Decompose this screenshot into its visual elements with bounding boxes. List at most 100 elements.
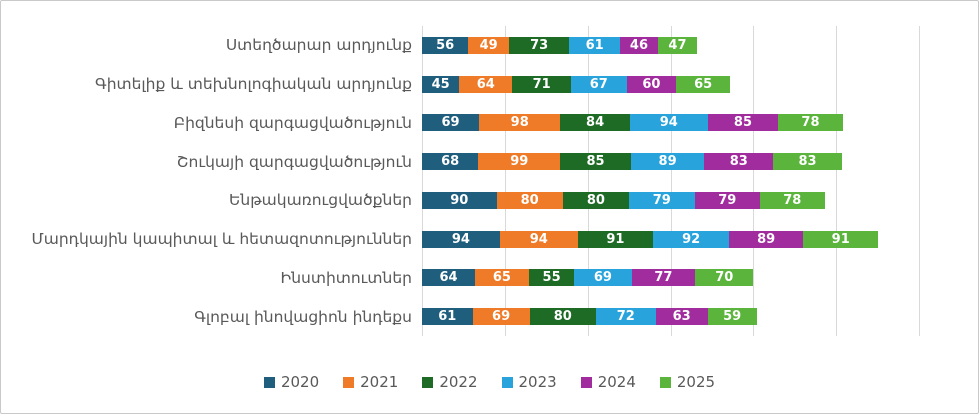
bar-segment-2021: 99	[478, 153, 561, 171]
legend-swatch-icon	[501, 376, 513, 388]
bar-track: 94 94 91 92 89 91	[422, 230, 919, 248]
gridline	[587, 26, 589, 336]
bar-segment-2024: 79	[694, 191, 760, 209]
bar-segment-2023: 79	[629, 191, 695, 209]
bar-row: Ենթակառուցվածքներ 90 80 80 79 79 78	[1, 181, 919, 220]
gridline	[836, 26, 838, 336]
bar-segment-2022: 71	[512, 75, 572, 93]
bar-row: Բիզնեսի զարգացվածություն 69 98 84 94 85 78	[1, 104, 919, 143]
bar-track: 69 98 84 94 85 78	[422, 114, 919, 132]
category-label: Ինստիտուտներ	[280, 268, 413, 287]
bar-track: 45 64 71 67 60 65	[422, 75, 919, 93]
bar-segment-2025: 91	[803, 230, 879, 248]
bar-segment-2021: 49	[468, 36, 509, 54]
bar-segment-2020: 68	[422, 153, 479, 171]
gridline	[753, 26, 755, 336]
legend-label: 2024	[597, 373, 636, 391]
bar-segment-2021: 64	[459, 75, 513, 93]
bar-segment-2024: 89	[729, 230, 804, 248]
gridline	[919, 26, 920, 336]
legend-item-2023: 2023	[501, 373, 557, 391]
category-label: Ենթակառուցվածքներ	[229, 191, 412, 210]
bar-segment-2020: 61	[422, 308, 473, 326]
bar-segment-2022: 55	[528, 269, 575, 287]
legend-swatch-icon	[263, 376, 275, 388]
bar-segment-2024: 77	[631, 269, 696, 287]
bar-segment-2023: 89	[630, 153, 705, 171]
bar-segment-2022: 84	[560, 114, 630, 132]
bar-segment-2020: 45	[422, 75, 460, 93]
bar-segment-2023: 69	[574, 269, 632, 287]
legend-item-2025: 2025	[659, 373, 716, 391]
category-label: Ստեղծարար արդյունք	[225, 36, 412, 55]
bar-segment-2024: 63	[655, 308, 708, 326]
bar-segment-2025: 83	[773, 153, 842, 171]
bar-rows: Ստեղծարար արդյունք 56 49 73 61 46 47 Գիտելիք և …	[1, 26, 919, 336]
bar-row: Գլոբալ ինովացիոն ինդեքս 61 69 80 72 63 59	[1, 297, 919, 336]
legend-label: 2020	[280, 373, 320, 391]
legend-item-2022: 2022	[422, 373, 478, 391]
legend-item-2024: 2024	[580, 373, 636, 391]
legend-swatch-icon	[659, 376, 671, 388]
bar-row: Մարդկային կապիտալ և հետազոտություններ 94 9…	[1, 220, 919, 259]
bar-track: 61 69 80 72 63 59	[422, 308, 919, 326]
legend-swatch-icon	[580, 376, 592, 388]
gridline	[504, 26, 506, 336]
bar-segment-2025: 47	[658, 36, 697, 54]
bar-segment-2025: 78	[778, 114, 843, 132]
bar-segment-2022: 73	[508, 36, 570, 54]
category-label: Բիզնեսի զարգացվածություն	[173, 113, 412, 132]
bar-segment-2022: 80	[529, 308, 596, 326]
bar-track: 68 99 85 89 83 83	[422, 153, 919, 171]
bar-segment-2025: 59	[707, 308, 757, 326]
bar-row: Ինստիտուտներ 64 65 55 69 77 70	[1, 259, 919, 298]
bar-segment-2023: 72	[595, 308, 656, 326]
category-label: Շուկայի զարգացվածություն	[176, 152, 412, 171]
bar-segment-2022: 85	[560, 153, 631, 171]
bar-track: 56 49 73 61 46 47	[422, 36, 919, 54]
bar-segment-2025: 70	[695, 269, 754, 287]
bar-segment-2025: 78	[759, 191, 825, 209]
category-label: Մարդկային կապիտալ և հետազոտություններ	[31, 230, 412, 249]
legend: 2020 2021 2022 2023 2024 2025	[1, 373, 978, 391]
legend-label: 2022	[439, 373, 478, 391]
bar-segment-2025: 65	[676, 75, 731, 93]
legend-label: 2025	[676, 373, 716, 391]
bar-segment-2021: 94	[499, 230, 578, 248]
bar-segment-2022: 91	[577, 230, 654, 248]
legend-label: 2021	[360, 373, 399, 391]
category-label: Գլոբալ ինովացիոն ինդեքս	[194, 307, 412, 326]
bar-segment-2020: 90	[422, 191, 497, 209]
bar-segment-2022: 80	[562, 191, 630, 209]
gridline	[670, 26, 672, 336]
bar-segment-2023: 92	[653, 230, 730, 248]
legend-item-2020: 2020	[263, 373, 320, 391]
legend-label: 2023	[518, 373, 557, 391]
gridline	[422, 26, 423, 336]
bar-track: 64 65 55 69 77 70	[422, 269, 919, 287]
bar-track: 90 80 80 79 79 78	[422, 191, 919, 209]
legend-swatch-icon	[422, 376, 434, 388]
category-label: Գիտելիք և տեխնոլոգիական արդյունք	[95, 75, 412, 94]
bar-segment-2020: 56	[422, 36, 469, 54]
bar-segment-2023: 67	[571, 75, 627, 93]
bar-segment-2021: 65	[475, 269, 529, 287]
plot-grid	[422, 26, 920, 336]
bar-row: Ստեղծարար արդյունք 56 49 73 61 46 47	[1, 26, 919, 65]
bar-row: Գիտելիք և տեխնոլոգիական արդյունք 45 64 71 67…	[1, 65, 919, 104]
bar-segment-2024: 60	[626, 75, 677, 93]
bar-row: Շուկայի զարգացվածություն 68 99 85 89 83 83	[1, 142, 919, 181]
bar-segment-2024: 83	[704, 153, 774, 171]
bar-segment-2024: 85	[707, 114, 779, 132]
legend-item-2021: 2021	[343, 373, 398, 391]
bar-segment-2020: 69	[422, 114, 480, 132]
bar-segment-2024: 46	[619, 36, 659, 54]
bar-segment-2020: 94	[422, 230, 500, 248]
bar-segment-2021: 98	[479, 114, 561, 132]
bar-segment-2020: 64	[422, 269, 475, 287]
legend-swatch-icon	[343, 376, 355, 388]
bar-segment-2023: 94	[629, 114, 708, 132]
bar-segment-2023: 61	[569, 36, 620, 54]
bar-segment-2021: 80	[496, 191, 563, 209]
